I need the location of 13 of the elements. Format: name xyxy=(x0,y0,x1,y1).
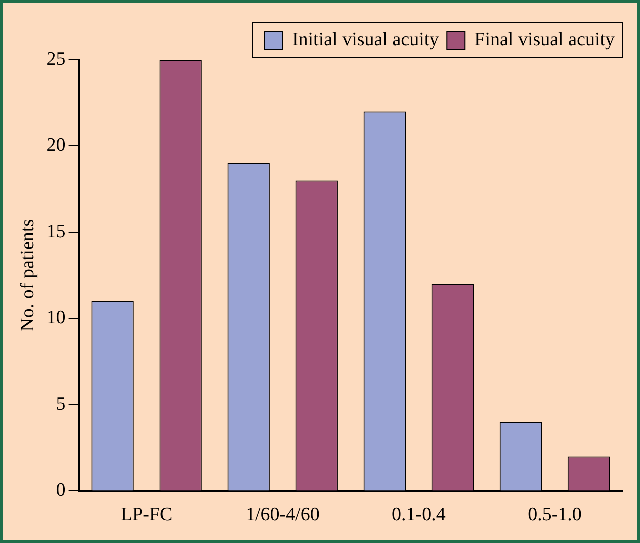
y-tick-label: 20 xyxy=(46,135,66,156)
x-tick-label: LP-FC xyxy=(120,504,173,526)
y-tick-label: 15 xyxy=(46,221,66,242)
legend-label: Final visual acuity xyxy=(474,29,616,50)
y-axis-title: No. of patients xyxy=(17,219,38,332)
x-tick-label: 0.1-0.4 xyxy=(392,504,446,526)
y-tick-label: 5 xyxy=(56,394,66,415)
y-tick-label: 25 xyxy=(46,48,66,70)
x-tick-label: 0.5-1.0 xyxy=(528,504,582,526)
x-tick-label: 1/60-4/60 xyxy=(246,504,320,526)
legend-label: Initial visual acuity xyxy=(292,29,440,50)
y-tick-label: 0 xyxy=(56,480,66,502)
y-tick-label: 10 xyxy=(46,308,66,329)
